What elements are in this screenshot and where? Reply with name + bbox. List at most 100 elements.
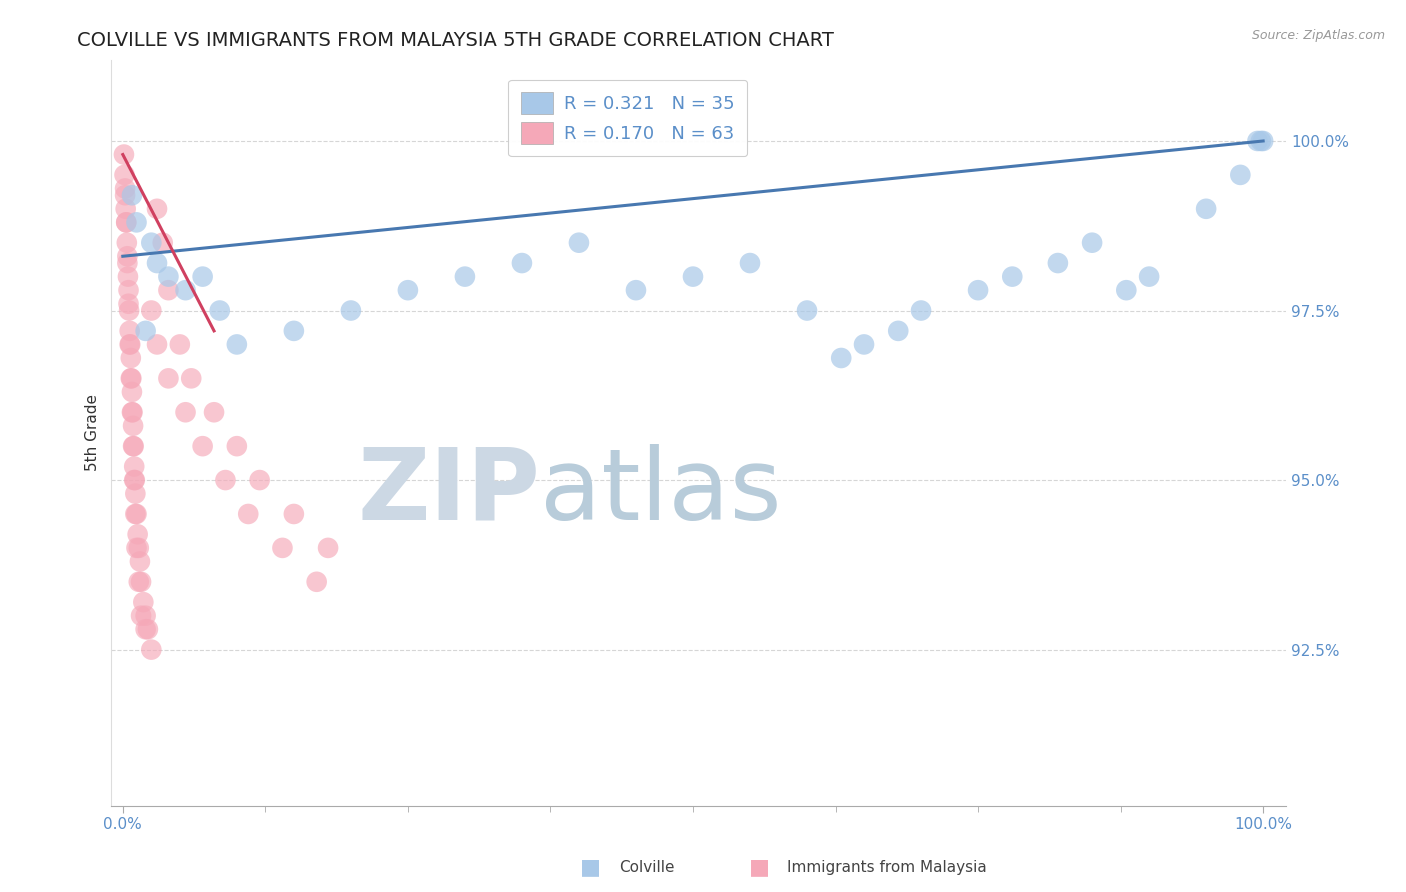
Point xyxy=(157,283,180,297)
Point xyxy=(1046,256,1069,270)
Point xyxy=(114,188,136,202)
Point xyxy=(316,541,339,555)
Text: Colville: Colville xyxy=(619,860,673,874)
Point xyxy=(117,269,139,284)
Point xyxy=(121,384,143,399)
Point xyxy=(114,168,136,182)
Point xyxy=(238,507,260,521)
Point xyxy=(124,473,146,487)
Point xyxy=(128,541,150,555)
Point xyxy=(117,297,139,311)
Point xyxy=(214,473,236,487)
Point xyxy=(624,283,647,297)
Text: atlas: atlas xyxy=(540,444,782,541)
Point xyxy=(118,303,141,318)
Point xyxy=(305,574,328,589)
Point xyxy=(157,371,180,385)
Point xyxy=(796,303,818,318)
Point xyxy=(114,181,136,195)
Text: COLVILLE VS IMMIGRANTS FROM MALAYSIA 5TH GRADE CORRELATION CHART: COLVILLE VS IMMIGRANTS FROM MALAYSIA 5TH… xyxy=(77,31,834,50)
Point xyxy=(120,351,142,365)
Point xyxy=(1001,269,1024,284)
Point xyxy=(283,324,305,338)
Point xyxy=(129,608,152,623)
Y-axis label: 5th Grade: 5th Grade xyxy=(86,394,100,471)
Point xyxy=(225,439,247,453)
Point xyxy=(146,256,169,270)
Point xyxy=(125,215,148,229)
Point xyxy=(202,405,225,419)
Point xyxy=(738,256,761,270)
Point xyxy=(208,303,231,318)
Point xyxy=(146,337,169,351)
Point xyxy=(122,418,145,433)
Point xyxy=(1081,235,1104,250)
Point xyxy=(115,235,138,250)
Point xyxy=(112,147,135,161)
Point xyxy=(122,473,145,487)
Point xyxy=(225,337,247,351)
Point xyxy=(396,283,419,297)
Point xyxy=(122,439,145,453)
Point xyxy=(568,235,591,250)
Point xyxy=(283,507,305,521)
Point xyxy=(1250,134,1272,148)
Point xyxy=(1229,168,1251,182)
Point xyxy=(118,324,141,338)
Point xyxy=(191,439,214,453)
Text: Source: ZipAtlas.com: Source: ZipAtlas.com xyxy=(1251,29,1385,42)
Point xyxy=(122,459,145,474)
Point xyxy=(136,622,159,636)
Point xyxy=(135,608,157,623)
Point xyxy=(174,283,197,297)
Point xyxy=(169,337,191,351)
Point xyxy=(124,486,146,500)
Point xyxy=(146,202,169,216)
Point xyxy=(129,554,152,568)
Point xyxy=(271,541,294,555)
Text: ■: ■ xyxy=(581,857,600,877)
Point xyxy=(152,235,174,250)
Point xyxy=(132,595,155,609)
Point xyxy=(129,574,152,589)
Point xyxy=(1246,134,1268,148)
Point xyxy=(125,507,148,521)
Point xyxy=(1195,202,1218,216)
Point xyxy=(157,269,180,284)
Text: Immigrants from Malaysia: Immigrants from Malaysia xyxy=(787,860,987,874)
Point xyxy=(121,405,143,419)
Legend: R = 0.321   N = 35, R = 0.170   N = 63: R = 0.321 N = 35, R = 0.170 N = 63 xyxy=(508,79,747,156)
Point xyxy=(141,642,163,657)
Point xyxy=(120,337,142,351)
Point xyxy=(853,337,876,351)
Point xyxy=(120,371,142,385)
Point xyxy=(117,256,139,270)
Point xyxy=(174,405,197,419)
Point xyxy=(128,574,150,589)
Point xyxy=(125,541,148,555)
Point xyxy=(340,303,363,318)
Point xyxy=(454,269,477,284)
Point xyxy=(1115,283,1137,297)
Point xyxy=(121,188,143,202)
Point xyxy=(127,527,149,541)
Point xyxy=(122,439,145,453)
Point xyxy=(135,324,157,338)
Point xyxy=(121,405,143,419)
Point xyxy=(141,303,163,318)
Point xyxy=(1137,269,1160,284)
Point xyxy=(115,215,138,229)
Point xyxy=(118,337,141,351)
Point xyxy=(910,303,932,318)
Point xyxy=(191,269,214,284)
Point xyxy=(141,235,163,250)
Point xyxy=(510,256,533,270)
Point xyxy=(117,283,139,297)
Point xyxy=(682,269,704,284)
Point xyxy=(115,215,138,229)
Point xyxy=(180,371,202,385)
Point xyxy=(124,507,146,521)
Point xyxy=(114,202,136,216)
Point xyxy=(117,249,139,263)
Text: ZIP: ZIP xyxy=(357,444,540,541)
